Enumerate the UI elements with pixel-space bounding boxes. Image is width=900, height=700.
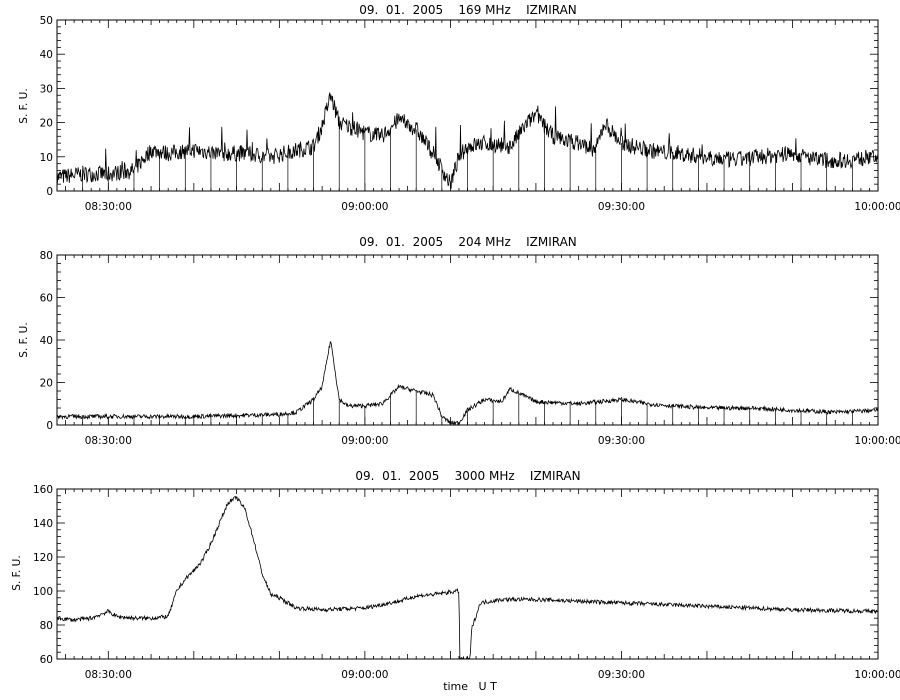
x-tick-label: 09:30:00 <box>598 201 645 213</box>
y-axis-label: S. F. U. <box>18 322 30 357</box>
y-tick-label: 100 <box>33 586 53 598</box>
chart-panel-169mhz: 09. 01. 2005 169 MHz IZMIRAN S. F. U. 08… <box>18 3 900 213</box>
chart-panel-3000mhz: 09. 01. 2005 3000 MHz IZMIRAN S. F. U. t… <box>11 469 900 693</box>
y-tick-label: 60 <box>40 654 53 666</box>
x-axis-label: time U T <box>443 680 497 693</box>
y-tick-label: 40 <box>40 335 53 347</box>
x-tick-label: 09:30:00 <box>598 669 645 681</box>
x-tick-label: 09:00:00 <box>341 201 388 213</box>
y-tick-label: 40 <box>40 49 53 61</box>
y-tick-label: 120 <box>33 552 53 564</box>
y-axis-label: S. F. U. <box>18 88 30 123</box>
x-tick-label: 08:30:00 <box>85 201 132 213</box>
y-tick-label: 0 <box>46 420 53 432</box>
y-tick-label: 140 <box>33 518 53 530</box>
data-trace <box>56 495 879 660</box>
x-tick-label: 08:30:00 <box>85 669 132 681</box>
x-tick-label: 09:30:00 <box>598 435 645 447</box>
x-tick-label: 08:30:00 <box>85 435 132 447</box>
y-tick-label: 60 <box>40 293 53 305</box>
y-tick-label: 30 <box>40 83 53 95</box>
data-trace <box>56 341 879 426</box>
y-axis-label: S. F. U. <box>11 555 23 590</box>
x-tick-label: 10:00:00 <box>854 435 900 447</box>
y-tick-label: 20 <box>40 118 53 130</box>
x-tick-label: 10:00:00 <box>854 669 900 681</box>
y-tick-label: 10 <box>40 152 53 164</box>
y-tick-label: 20 <box>40 378 53 390</box>
y-tick-label: 0 <box>46 186 53 198</box>
x-tick-label: 09:00:00 <box>341 669 388 681</box>
y-tick-label: 160 <box>33 484 53 496</box>
y-tick-label: 80 <box>40 250 53 262</box>
chart-title: 09. 01. 2005 204 MHz IZMIRAN <box>359 235 577 249</box>
y-tick-label: 50 <box>40 15 53 27</box>
y-tick-label: 80 <box>40 620 53 632</box>
chart-panel-204mhz: 09. 01. 2005 204 MHz IZMIRAN S. F. U. 08… <box>18 235 900 447</box>
x-tick-label: 09:00:00 <box>341 435 388 447</box>
chart-title: 09. 01. 2005 3000 MHz IZMIRAN <box>355 469 580 483</box>
chart-title: 09. 01. 2005 169 MHz IZMIRAN <box>359 3 577 17</box>
x-tick-label: 10:00:00 <box>854 201 900 213</box>
